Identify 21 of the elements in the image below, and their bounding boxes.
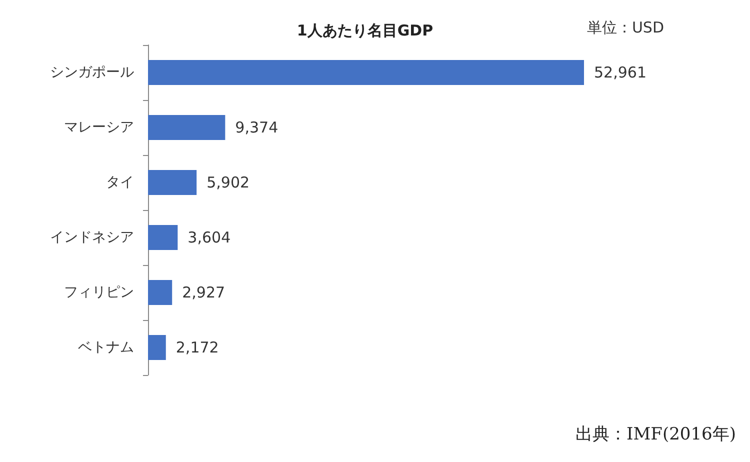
bar <box>148 170 197 195</box>
data-label: 52,961 <box>594 64 646 82</box>
y-tick-label: ベトナム <box>78 340 134 356</box>
data-label: 2,927 <box>182 284 226 302</box>
bar <box>148 335 166 360</box>
bar <box>148 225 178 250</box>
data-label: 3,604 <box>188 228 231 246</box>
y-tick-label: マレーシア <box>64 120 134 136</box>
data-label: 5,902 <box>206 174 250 192</box>
y-tick-label: タイ <box>106 174 134 190</box>
data-label: 2,172 <box>176 338 219 356</box>
data-label: 9,374 <box>235 118 278 136</box>
y-tick-label: フィリピン <box>64 284 134 300</box>
bar <box>148 280 172 305</box>
bar <box>148 115 226 140</box>
text: 単位：USD <box>586 18 664 36</box>
y-tick-label: シンガポール <box>50 64 134 80</box>
chart-title: 1人あたり名目GDP <box>296 22 434 40</box>
bar <box>148 60 584 85</box>
y-tick-label: インドネシア <box>50 230 134 246</box>
source-note: 出典：IMF(2016年) <box>576 424 736 444</box>
